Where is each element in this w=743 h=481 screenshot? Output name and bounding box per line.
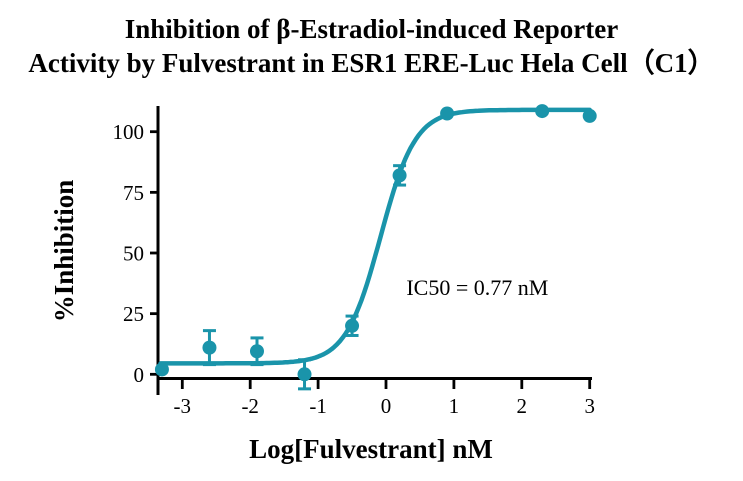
x-tick-label: 1 [449, 394, 460, 418]
error-bars [202, 164, 407, 391]
fit-curve-line [158, 107, 592, 366]
y-axis-label: %Inhibition [49, 180, 79, 323]
data-point [392, 168, 407, 183]
data-point [345, 318, 360, 333]
ic50-annotation: IC50 = 0.77 nM [406, 275, 548, 300]
fit-curve [158, 107, 592, 366]
chart-title: Inhibition of β-Estradiol-induced Report… [0, 0, 743, 88]
x-tick-label: 3 [584, 394, 595, 418]
y-tick-label: 100 [113, 120, 145, 144]
x-tick-label: -3 [174, 394, 192, 418]
data-point [582, 108, 597, 123]
data-points [154, 104, 597, 382]
data-point [440, 106, 455, 121]
y-tick-label: 0 [134, 363, 145, 387]
data-point [535, 104, 550, 119]
dose-response-chart: 0 25 50 75 100 -3 -2 -1 0 1 2 3 %Inhibition Log[Ful… [49, 104, 597, 464]
y-tick-label: 50 [123, 242, 144, 266]
data-point [297, 367, 312, 382]
y-tick-label: 25 [123, 302, 144, 326]
data-point [154, 362, 169, 377]
chart-title-line2: Activity by Fulvestrant in ESR1 ERE-Luc … [28, 48, 715, 78]
x-tick-label: -1 [309, 394, 327, 418]
axis-ticks [150, 130, 592, 389]
x-tick-label: 0 [381, 394, 392, 418]
x-tick-label: -2 [241, 394, 259, 418]
chart-title-line1: Inhibition of β-Estradiol-induced Report… [124, 14, 619, 44]
x-tick-label: 2 [517, 394, 528, 418]
tick-labels: 0 25 50 75 100 -3 -2 -1 0 1 2 3 [113, 120, 595, 418]
x-axis-label: Log[Fulvestrant] nM [249, 434, 493, 464]
data-point [249, 344, 264, 359]
data-point [202, 340, 217, 355]
y-tick-label: 75 [123, 181, 144, 205]
axes [156, 106, 592, 395]
